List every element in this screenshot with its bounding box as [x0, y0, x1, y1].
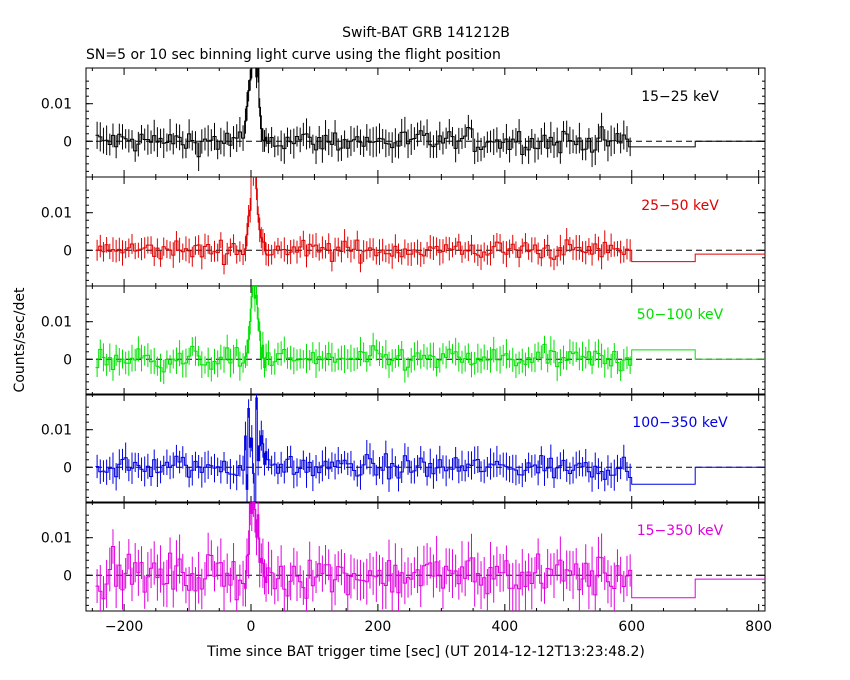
panel-frame — [85, 285, 766, 396]
x-tick-label: 0 — [247, 619, 256, 635]
x-tick-label: −200 — [105, 619, 143, 635]
panel-frame — [85, 176, 766, 287]
x-tick-label: 800 — [745, 619, 772, 635]
series-5 — [95, 502, 765, 611]
panel-frame — [85, 393, 766, 504]
y-tick-label: 0 — [63, 568, 72, 584]
histogram-line — [95, 177, 765, 265]
x-axis-label: Time since BAT trigger time [sec] (UT 20… — [206, 644, 645, 660]
panels-group: 0 0.01 15−25 keV 0 0.01 25−50 keV 0 0.01 50−100 … — [41, 67, 772, 635]
y-tick-label: 0 — [63, 352, 72, 368]
series-label: 15−350 keV — [637, 523, 724, 539]
panel-frame — [85, 501, 766, 612]
y-tick-label: 0.01 — [41, 206, 72, 222]
series-1 — [95, 68, 765, 172]
panel-4: 0 0.01 100−350 keV — [41, 393, 766, 504]
series-label: 25−50 keV — [641, 198, 719, 214]
series-label: 15−25 keV — [641, 89, 719, 105]
histogram-line — [95, 286, 765, 373]
panel-3: 0 0.01 50−100 keV — [41, 285, 766, 396]
y-tick-label: 0.01 — [41, 315, 72, 331]
panel-1: 0 0.01 15−25 keV — [41, 67, 766, 178]
histogram-line — [95, 397, 765, 503]
series-label: 100−350 keV — [632, 415, 728, 431]
series-4 — [95, 394, 765, 503]
series-3 — [95, 286, 765, 385]
series-2 — [95, 177, 765, 275]
chart-title: Swift-BAT GRB 141212B — [342, 25, 510, 41]
histogram-line — [95, 502, 765, 601]
y-axis-label: Counts/sec/det — [12, 287, 28, 392]
y-tick-label: 0 — [63, 460, 72, 476]
y-tick-label: 0.01 — [41, 531, 72, 547]
histogram-line — [95, 68, 765, 158]
y-tick-label: 0 — [63, 134, 72, 150]
panel-5: 0 0.01 15−350 keV — [41, 501, 766, 612]
y-tick-label: 0.01 — [41, 97, 72, 113]
series-label: 50−100 keV — [637, 307, 724, 323]
panel-2: 0 0.01 25−50 keV — [41, 176, 766, 287]
chart-subtitle: SN=5 or 10 sec binning light curve using… — [86, 47, 501, 63]
y-tick-label: 0.01 — [41, 423, 72, 439]
x-tick-label: 200 — [365, 619, 392, 635]
x-tick-label: 400 — [491, 619, 518, 635]
x-tick-label: 600 — [618, 619, 645, 635]
y-tick-label: 0 — [63, 243, 72, 259]
panel-frame — [85, 67, 766, 178]
